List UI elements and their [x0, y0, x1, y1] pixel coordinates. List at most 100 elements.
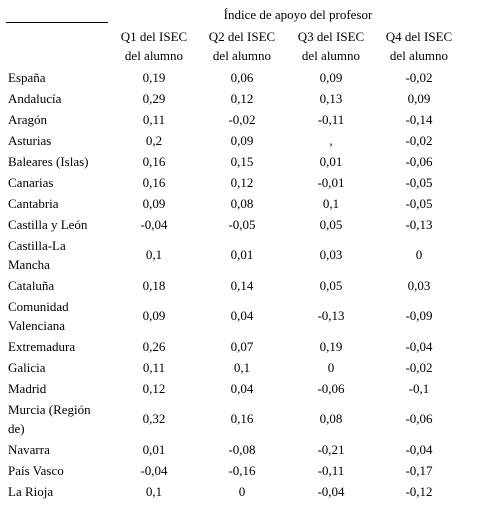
column-header-line: del alumno [124, 48, 184, 63]
value-cell-q2: 0 [238, 484, 246, 499]
value-cell-q3: 0,05 [319, 278, 343, 293]
value-cell-q2: 0,15 [230, 154, 254, 169]
column-header-q2: Q2 del ISEC del alumno [198, 27, 286, 65]
value-cell-q2: 0,12 [230, 91, 254, 106]
value-cell-q4: -0,06 [405, 411, 433, 426]
region-label: Castilla-La Mancha [8, 238, 66, 272]
value-cell-q1: 0,11 [142, 112, 166, 127]
table-row: Comunidad Valenciana 0,09 0,04 -0,13 -0,… [0, 297, 484, 335]
value-cell-q2: 0,16 [230, 411, 254, 426]
value-cell-q3: 0,08 [319, 411, 343, 426]
value-cell-q4: -0,05 [405, 196, 433, 211]
value-cell-q1: 0,16 [142, 154, 166, 169]
value-cell-q2: 0,01 [230, 247, 254, 262]
table-row: Murcia (Región de) 0,32 0,16 0,08 -0,06 [0, 400, 484, 438]
table-row: Aragón 0,11 -0,02 -0,11 -0,14 [0, 110, 484, 129]
region-label: Cataluña [8, 278, 55, 293]
value-cell-q2: 0,06 [230, 70, 254, 85]
value-cell-q4: -0,12 [405, 484, 433, 499]
table-row: Canarias 0,16 0,12 -0,01 -0,05 [0, 173, 484, 192]
table-row: Cataluña 0,18 0,14 0,05 0,03 [0, 276, 484, 295]
value-cell-q4: -0,06 [405, 154, 433, 169]
region-label: Comunidad Valenciana [8, 299, 69, 333]
table-row: Extremadura 0,26 0,07 0,19 -0,04 [0, 337, 484, 356]
value-cell-q2: -0,02 [228, 112, 256, 127]
value-cell-q4: -0,13 [405, 217, 433, 232]
value-cell-q2: 0,04 [230, 308, 254, 323]
value-cell-q4: -0,05 [405, 175, 433, 190]
value-cell-q2: 0,09 [230, 133, 254, 148]
region-label: Castilla y León [8, 217, 88, 232]
region-label: Andalucía [8, 91, 62, 106]
column-header-q4: Q4 del ISEC del alumno [375, 27, 463, 65]
value-cell-q1: 0,12 [142, 381, 166, 396]
value-cell-q4: -0,14 [405, 112, 433, 127]
region-label: País Vasco [8, 463, 64, 478]
region-label: Canarias [8, 175, 54, 190]
value-cell-q4: -0,02 [405, 360, 433, 375]
table-row: Cantabria 0,09 0,08 0,1 -0,05 [0, 194, 484, 213]
table-row: Madrid 0,12 0,04 -0,06 -0,1 [0, 379, 484, 398]
region-label: Murcia (Región de) [8, 402, 91, 436]
value-cell-q1: 0,09 [142, 308, 166, 323]
region-label: Aragón [8, 112, 47, 127]
value-cell-q1: 0,18 [142, 278, 166, 293]
value-cell-q1: -0,04 [140, 463, 168, 478]
table-row: Castilla-La Mancha 0,1 0,01 0,03 0 [0, 236, 484, 274]
value-cell-q1: 0,1 [145, 484, 163, 499]
column-header-line: Q2 del ISEC [208, 29, 276, 44]
value-cell-q1: 0,09 [142, 196, 166, 211]
value-cell-q4: -0,1 [408, 381, 430, 396]
region-label: La Rioja [8, 484, 54, 499]
value-cell-q1: 0,11 [142, 360, 166, 375]
region-label: Asturias [8, 133, 52, 148]
table-row: España 0,19 0,06 0,09 -0,02 [0, 68, 484, 87]
value-cell-q3: -0,06 [317, 381, 345, 396]
value-cell-q2: 0,14 [230, 278, 254, 293]
value-cell-q4: -0,02 [405, 70, 433, 85]
value-cell-q2: 0,04 [230, 381, 254, 396]
region-label: Baleares (Islas) [8, 154, 89, 169]
value-cell-q4: 0,03 [407, 278, 431, 293]
value-cell-q3: -0,04 [317, 484, 345, 499]
value-cell-q2: -0,16 [228, 463, 256, 478]
column-header-line: del alumno [212, 48, 272, 63]
value-cell-q3: -0,11 [317, 463, 345, 478]
value-cell-q3: 0,09 [319, 70, 343, 85]
value-cell-q3: 0,1 [322, 196, 340, 211]
value-cell-q1: 0,01 [142, 442, 166, 457]
corner-rule [6, 22, 108, 23]
value-cell-q3: 0,05 [319, 217, 343, 232]
value-cell-q3: 0,03 [319, 247, 343, 262]
table-row: Andalucía 0,29 0,12 0,13 0,09 [0, 89, 484, 108]
value-cell-q3: -0,21 [317, 442, 345, 457]
region-label: Extremadura [8, 339, 76, 354]
region-label: Navarra [8, 442, 50, 457]
column-header-line: Q1 del ISEC [120, 29, 188, 44]
value-cell-q2: -0,05 [228, 217, 256, 232]
value-cell-q4: -0,17 [405, 463, 433, 478]
table-row: País Vasco -0,04 -0,16 -0,11 -0,17 [0, 461, 484, 480]
value-cell-q2: -0,08 [228, 442, 256, 457]
value-cell-q2: 0,1 [233, 360, 251, 375]
column-header-line: del alumno [389, 48, 449, 63]
table-row: Asturias 0,2 0,09 , -0,02 [0, 131, 484, 150]
region-label: España [8, 70, 46, 85]
table-row: Baleares (Islas) 0,16 0,15 0,01 -0,06 [0, 152, 484, 171]
value-cell-q4: -0,04 [405, 339, 433, 354]
value-cell-q1: 0,1 [145, 247, 163, 262]
region-label: Madrid [8, 381, 47, 396]
value-cell-q4: -0,04 [405, 442, 433, 457]
value-cell-q3: -0,11 [317, 112, 345, 127]
value-cell-q2: 0,12 [230, 175, 254, 190]
group-header: Índice de apoyo del profesor [223, 7, 373, 22]
value-cell-q3: 0,13 [319, 91, 343, 106]
value-cell-q1: 0,26 [142, 339, 166, 354]
table-row: Castilla y León -0,04 -0,05 0,05 -0,13 [0, 215, 484, 234]
value-cell-q2: 0,08 [230, 196, 254, 211]
value-cell-q3: -0,13 [317, 308, 345, 323]
value-cell-q4: -0,09 [405, 308, 433, 323]
value-cell-q1: 0,29 [142, 91, 166, 106]
table-row: La Rioja 0,1 0 -0,04 -0,12 [0, 482, 484, 501]
